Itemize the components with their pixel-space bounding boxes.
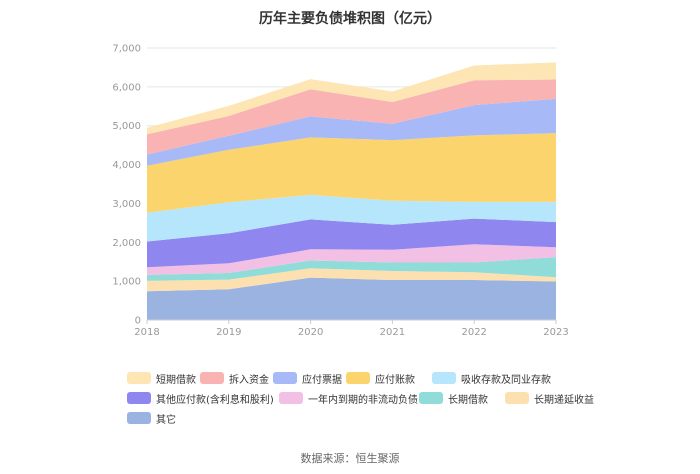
- y-tick-label: 3,000: [112, 199, 141, 210]
- area-8: [147, 98, 556, 166]
- legend-item[interactable]: 一年内到期的非流动负债: [279, 390, 418, 406]
- legend-item[interactable]: 短期借款: [127, 370, 196, 386]
- legend-item[interactable]: 长期借款: [419, 390, 488, 406]
- area-1: [147, 277, 556, 320]
- legend-item[interactable]: 应付账款: [346, 370, 415, 386]
- y-tick-label: 4,000: [112, 160, 141, 171]
- legend-label: 长期借款: [448, 394, 488, 406]
- x-tick-label: 2018: [134, 327, 159, 338]
- area-4: [147, 244, 556, 275]
- legend-swatch: [127, 372, 151, 384]
- area-10: [147, 62, 556, 135]
- area-2: [147, 268, 556, 292]
- legend: 短期借款 拆入资金 应付票据 应付账款 吸收存款及同业存款其他应付款(含利息和股利) 一年…: [127, 370, 597, 430]
- y-tick-label: 2,000: [112, 238, 141, 249]
- legend-swatch: [127, 412, 151, 424]
- legend-swatch: [279, 392, 303, 404]
- x-tick-label: 2022: [461, 327, 486, 338]
- legend-label: 一年内到期的非流动负债: [308, 394, 418, 406]
- area-3: [147, 257, 556, 281]
- legend-item[interactable]: 其它: [127, 410, 176, 426]
- legend-swatch: [200, 372, 224, 384]
- legend-label: 吸收存款及同业存款: [461, 374, 551, 386]
- x-tick-label: 2019: [216, 327, 241, 338]
- y-tick-label: 0: [135, 316, 141, 327]
- legend-item[interactable]: 长期递延收益: [505, 390, 594, 406]
- area-6: [147, 194, 556, 242]
- legend-item[interactable]: 应付票据: [273, 370, 342, 386]
- y-tick-label: 6,000: [112, 82, 141, 93]
- legend-label: 其它: [156, 414, 176, 426]
- area-5: [147, 218, 556, 268]
- legend-swatch: [432, 372, 456, 384]
- area-7: [147, 133, 556, 213]
- legend-label: 拆入资金: [229, 374, 269, 386]
- x-tick-label: 2020: [298, 327, 323, 338]
- legend-swatch: [346, 372, 370, 384]
- x-tick-label: 2021: [380, 327, 405, 338]
- legend-label: 短期借款: [156, 374, 196, 386]
- source-note: 数据来源：恒生聚源: [300, 452, 400, 465]
- x-tick-label: 2023: [543, 327, 568, 338]
- legend-label: 应付票据: [302, 374, 342, 386]
- legend-row: 其它: [127, 410, 597, 430]
- legend-swatch: [419, 392, 443, 404]
- y-tick-label: 1,000: [112, 277, 141, 288]
- area-series: [147, 62, 556, 320]
- y-tick-label: 5,000: [112, 121, 141, 132]
- legend-swatch: [127, 392, 151, 404]
- legend-label: 应付账款: [375, 374, 415, 386]
- y-tick-label: 7,000: [112, 44, 141, 55]
- axes: 0 1,000 2,000 3,000 4,000 5,000 6,000 7,000 2018…: [112, 44, 568, 339]
- legend-swatch: [505, 392, 529, 404]
- legend-row: 短期借款 拆入资金 应付票据 应付账款 吸收存款及同业存款: [127, 370, 597, 390]
- legend-swatch: [273, 372, 297, 384]
- legend-label: 其他应付款(含利息和股利): [156, 394, 274, 406]
- legend-item[interactable]: 吸收存款及同业存款: [432, 370, 551, 386]
- area-9: [147, 79, 556, 155]
- chart-title: 历年主要负债堆积图（亿元）: [259, 11, 441, 27]
- legend-item[interactable]: 其他应付款(含利息和股利): [127, 390, 274, 406]
- legend-row: 其他应付款(含利息和股利) 一年内到期的非流动负债 长期借款 长期递延收益: [127, 390, 597, 410]
- legend-label: 长期递延收益: [534, 394, 594, 406]
- legend-item[interactable]: 拆入资金: [200, 370, 269, 386]
